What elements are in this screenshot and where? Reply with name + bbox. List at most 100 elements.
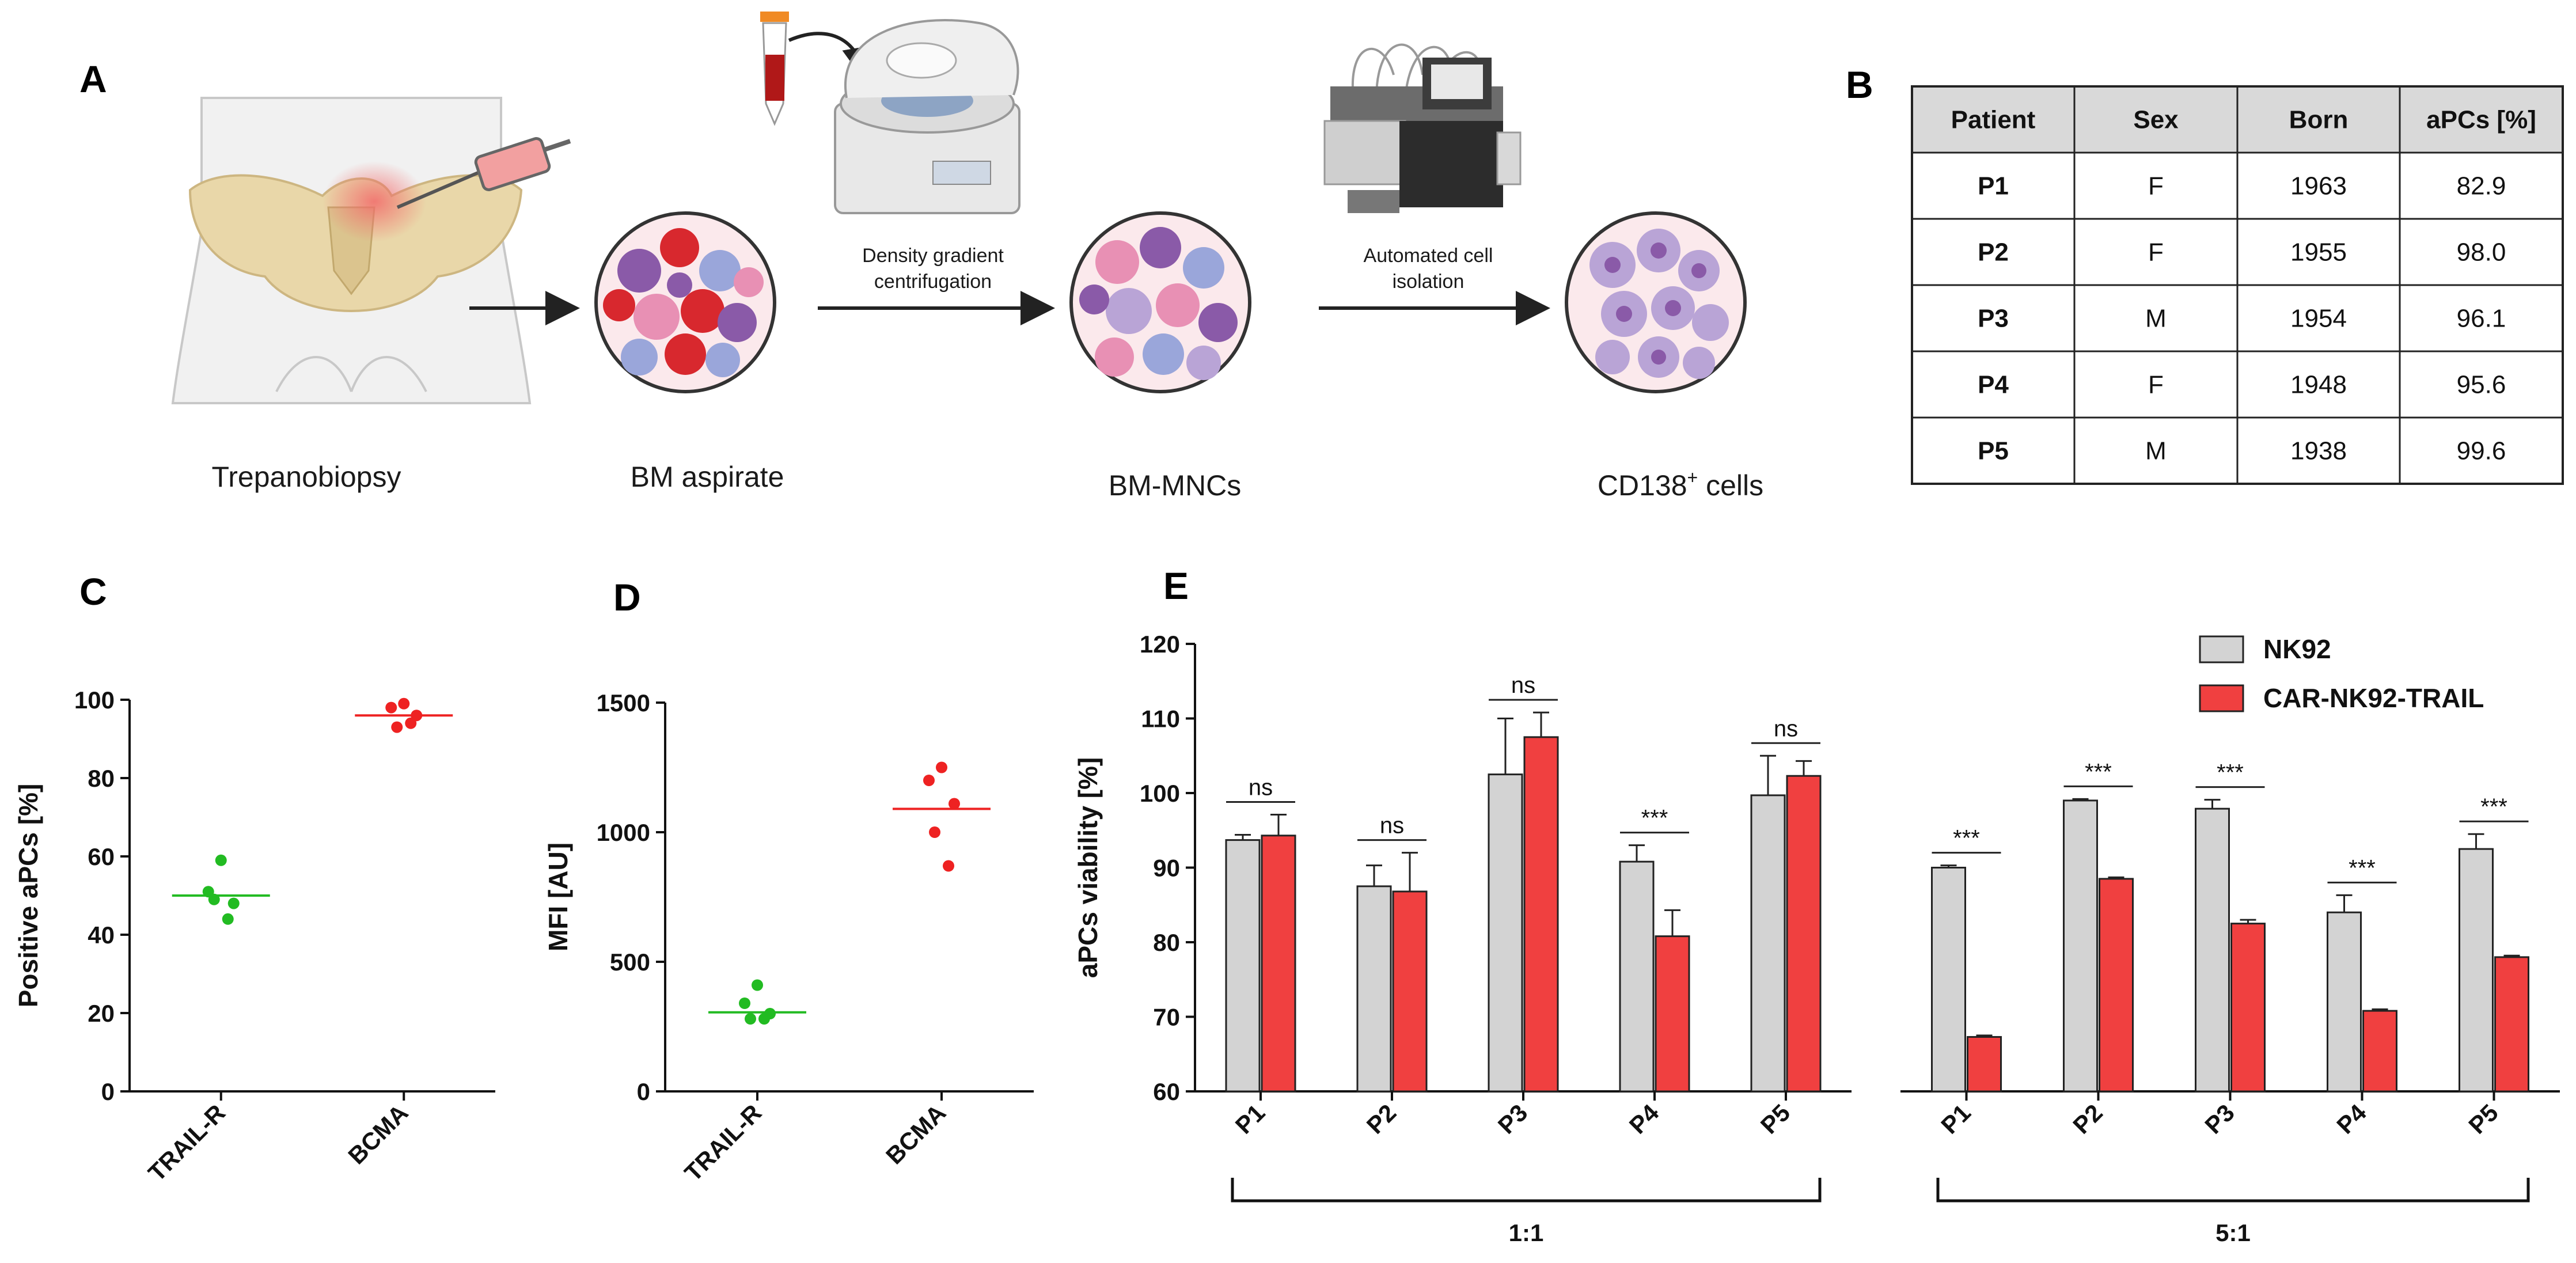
x-tick-label: P4 [2331,1099,2372,1139]
x-tick-label: BCMA [881,1099,951,1169]
x-tick-label: P1 [1230,1099,1270,1139]
bar-nk92 [1750,794,1786,1093]
bar-nk92 [2195,807,2230,1093]
x-tick-label: P3 [2199,1099,2240,1139]
significance-label: ns [1249,775,1273,801]
x-tick-label: P3 [1493,1099,1533,1139]
significance-label: ns [1774,716,1798,741]
legend-label: NK92 [2263,634,2331,664]
bar-nk92 [1931,867,1966,1093]
step1-line1: Density gradient [862,245,1004,267]
bar-car-nk92-trail [2230,923,2266,1093]
significance-label: ns [1380,813,1404,839]
stage-label-trepanobiopsy: Trepanobiopsy [212,461,401,493]
y-tick-label: 1500 [597,689,650,716]
x-tick-label: P2 [1361,1099,1402,1139]
data-point [758,1013,770,1025]
table-cell: P3 [1978,305,2009,333]
data-point [943,860,954,872]
group-bracket [1231,1178,1822,1203]
table-header-cell: Born [2289,106,2349,134]
x-tick-label: P1 [1936,1099,1976,1139]
table-cell: 99.6 [2457,437,2506,465]
data-point [739,997,750,1009]
data-point [936,761,947,773]
data-point [949,798,960,810]
bar-car-nk92-trail [2099,878,2134,1093]
bar-car-nk92-trail [1786,775,1822,1093]
table-cell: 1955 [2290,238,2347,267]
bar-nk92 [1356,885,1392,1093]
significance-label: ns [1511,673,1535,698]
group-bracket [1936,1178,2530,1203]
table-cell: M [2145,437,2167,465]
step2-line1: Automated cell [1364,245,1493,267]
y-axis-title: MFI [AU] [543,843,573,951]
table-cell: 1954 [2290,305,2347,333]
table-cell: M [2145,305,2167,333]
bar-nk92 [2327,911,2362,1093]
table-cell: 82.9 [2457,172,2506,200]
significance-label: *** [1953,826,1980,851]
panel-letter-d: D [613,576,641,619]
table-cell: F [2148,371,2164,399]
table-cell: 1963 [2290,172,2347,200]
y-tick-label: 0 [101,1078,115,1105]
data-point [752,979,763,991]
panel-letter-e: E [1163,564,1189,607]
bar-car-nk92-trail [2494,956,2529,1093]
legend-label: CAR-NK92-TRAIL [2263,683,2484,713]
x-tick-label: P5 [2463,1099,2503,1139]
table-cell: 1938 [2290,437,2347,465]
data-point [405,717,417,729]
bar-nk92 [1488,773,1523,1093]
data-point [398,697,410,710]
legend-swatch [2199,635,2244,663]
bar-car-nk92-trail [1392,890,1428,1093]
y-tick-label: 20 [88,1000,115,1027]
panel-b-patient-table: B Patient Sex Born aPCs [%] P1 F 1963 82.9 P2 F 19… [1846,63,2564,485]
stage-label-bm-mncs: BM-MNCs [1109,469,1242,502]
step1-line2: centrifugation [874,271,992,293]
y-axis-title: Positive aPCs [%] [13,784,43,1008]
table-cell: 98.0 [2457,238,2506,267]
x-tick-label: P4 [1624,1099,1664,1139]
step2-line2: isolation [1393,271,1465,293]
bar-nk92 [2063,799,2098,1093]
y-tick-label: 500 [610,949,650,976]
panel-letter-a: A [79,58,107,100]
bar-car-nk92-trail [2362,1010,2397,1093]
y-tick-label: 80 [88,765,115,792]
significance-label: *** [2480,794,2507,820]
bm-aspirate-illustration [594,211,776,393]
panel-letter-c: C [79,570,107,613]
table-cell: P2 [1978,238,2009,267]
panel-letter-b: B [1846,63,1873,106]
data-point [208,893,220,905]
significance-label: *** [1641,806,1668,831]
table-header-cell: Sex [2133,106,2179,134]
table-cell: P1 [1978,172,2009,200]
y-tick-label: 1000 [597,819,650,846]
bar-car-nk92-trail [1523,736,1559,1093]
table-header-cell: Patient [1951,106,2036,134]
x-tick-label: P2 [2067,1099,2108,1139]
significance-label: *** [2217,760,2244,786]
y-tick-label: 100 [74,687,115,714]
data-point [391,721,403,733]
data-point [222,913,234,925]
data-point [923,775,935,786]
cell-sorter-illustration [1323,43,1522,213]
significance-label: *** [2349,855,2376,881]
x-tick-label: TRAIL-R [143,1099,230,1186]
x-tick-label: P5 [1755,1099,1796,1139]
y-tick-label: 40 [88,921,115,949]
stage-label-bm-aspirate: BM aspirate [631,461,784,493]
bar-nk92 [1619,860,1655,1093]
y-tick-label: 110 [1141,706,1180,733]
legend-swatch [2199,684,2244,712]
significance-label: *** [2085,759,2112,784]
bar-nk92 [2459,848,2494,1093]
group-label: 5:1 [2215,1219,2251,1246]
